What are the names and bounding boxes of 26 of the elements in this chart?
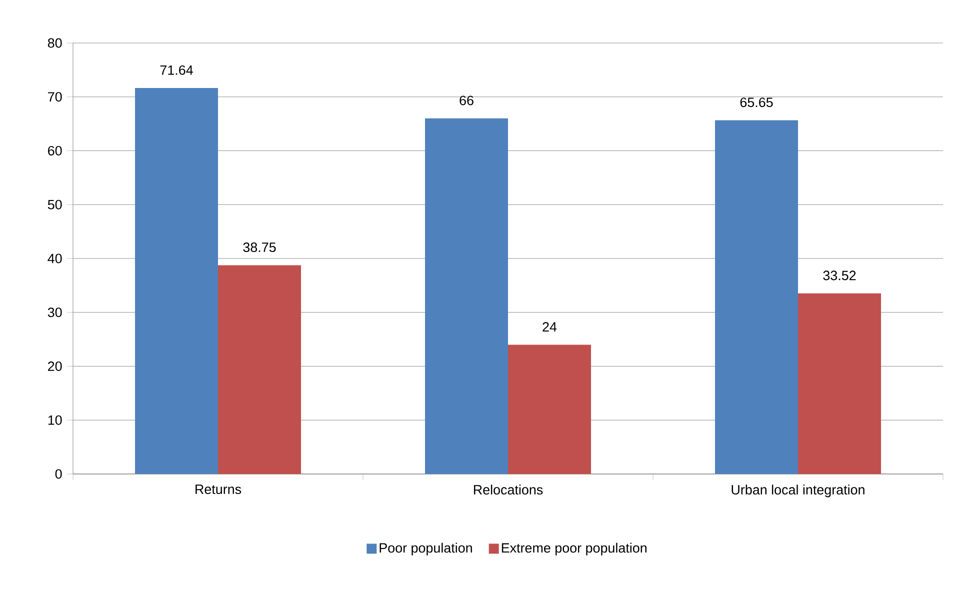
legend-label: Poor population (380, 542, 472, 556)
y-tick-label: 30 (48, 308, 62, 318)
data-label: 71.64 (160, 65, 193, 75)
bar (135, 88, 218, 474)
data-label: 24 (542, 322, 557, 332)
bar (715, 120, 798, 474)
bar (218, 265, 302, 474)
data-label: 66 (460, 96, 474, 106)
data-label: 65.65 (740, 98, 773, 108)
x-tick-label: Relocations (474, 484, 543, 495)
x-tick-label: Returns (196, 484, 242, 494)
bar (798, 293, 882, 474)
data-label: 38.75 (243, 242, 276, 252)
y-tick-label: 60 (48, 146, 62, 156)
y-tick-label: 40 (48, 254, 62, 264)
data-label: 33.52 (823, 270, 856, 280)
y-tick-label: 20 (48, 361, 62, 371)
x-tick-label: Urban local integration (732, 484, 864, 498)
y-tick-label: 10 (48, 415, 62, 425)
legend-label: Extreme poor population (502, 542, 646, 556)
y-tick-label: 50 (48, 200, 62, 210)
bar (425, 118, 508, 474)
bar (508, 344, 592, 474)
y-tick-label: 80 (48, 38, 62, 48)
y-tick-label: 70 (48, 92, 62, 102)
y-tick-label: 0 (55, 469, 62, 479)
